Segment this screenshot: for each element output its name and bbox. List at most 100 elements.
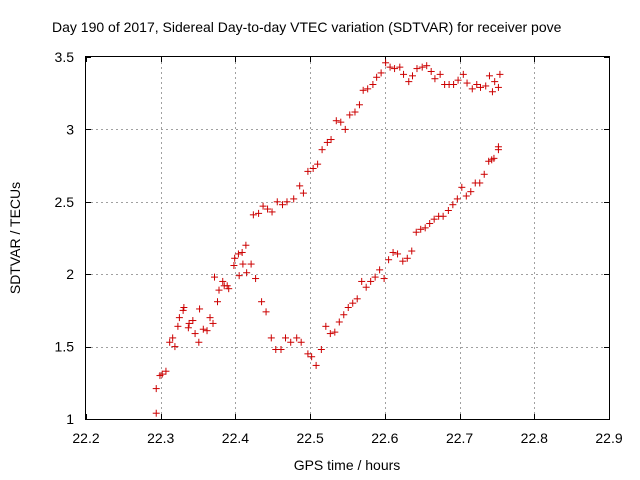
y-tick-label: 3	[66, 121, 74, 137]
data-point	[494, 83, 502, 91]
data-point	[299, 189, 307, 197]
data-point	[225, 285, 233, 293]
data-point	[431, 75, 439, 83]
data-point	[267, 334, 275, 342]
data-point	[331, 328, 339, 336]
data-point	[485, 72, 493, 80]
data-point	[494, 143, 502, 151]
data-point	[462, 192, 470, 200]
x-tick-label: 22.7	[446, 430, 473, 446]
data-point	[426, 220, 434, 228]
data-point	[290, 195, 298, 203]
data-point	[382, 59, 390, 67]
data-point	[203, 327, 211, 335]
data-point	[179, 306, 187, 314]
data-point	[450, 81, 458, 89]
data-point	[293, 334, 301, 342]
data-point	[458, 183, 466, 191]
data-point	[199, 325, 207, 333]
data-point	[323, 138, 331, 146]
x-tick-labels: 22.2 22.3 22.4 22.5 22.6 22.7 22.8 22.9	[72, 430, 622, 446]
data-point	[367, 277, 375, 285]
data-point	[262, 308, 270, 316]
data-point	[314, 160, 322, 168]
data-point	[413, 65, 421, 73]
y-tick-labels: 1 1.5 2 2.5 3 3.5	[55, 49, 75, 427]
data-point	[304, 167, 312, 175]
data-point	[391, 65, 399, 73]
data-point	[322, 322, 330, 330]
data-point	[317, 345, 325, 353]
plot-frame	[85, 56, 610, 420]
y-tick-label: 3.5	[55, 49, 75, 65]
data-point	[238, 248, 246, 256]
data-point	[327, 136, 335, 144]
data-point	[235, 272, 243, 280]
data-point	[340, 311, 348, 319]
data-point	[283, 198, 291, 206]
data-point	[243, 269, 251, 277]
data-point	[247, 260, 255, 268]
axis-ticks	[86, 57, 610, 420]
data-point	[344, 304, 352, 312]
data-point	[346, 111, 354, 119]
data-point	[166, 338, 174, 346]
data-point	[169, 334, 177, 342]
data-point	[252, 275, 260, 283]
data-point	[223, 282, 231, 290]
data-point	[231, 254, 239, 262]
data-point	[476, 83, 484, 91]
data-point	[230, 262, 238, 270]
data-point	[359, 86, 367, 94]
data-point	[459, 70, 467, 78]
y-axis-label: SDTVAR / TECUs	[7, 182, 23, 294]
data-point	[418, 63, 426, 71]
data-point	[215, 286, 223, 294]
x-tick-label: 22.2	[72, 430, 99, 446]
data-point	[490, 154, 498, 162]
data-point	[430, 215, 438, 223]
data-point	[373, 73, 381, 81]
data-point	[349, 299, 357, 307]
data-point	[239, 260, 247, 268]
data-point	[242, 241, 250, 249]
data-point	[408, 247, 416, 255]
data-point	[353, 295, 361, 303]
data-point	[337, 118, 345, 126]
data-point	[189, 317, 197, 325]
data-point	[488, 88, 496, 96]
data-point	[480, 170, 488, 178]
data-point	[184, 324, 192, 332]
data-point	[278, 201, 286, 209]
data-point	[421, 224, 429, 232]
data-point	[206, 314, 214, 322]
data-point	[158, 370, 166, 378]
data-point	[386, 63, 394, 71]
y-tick-label: 1	[66, 411, 74, 427]
data-point	[439, 212, 447, 220]
y-tick-label: 2.5	[55, 194, 75, 210]
y-tick-label: 1.5	[55, 339, 75, 355]
data-point	[209, 319, 217, 327]
data-point	[332, 117, 340, 125]
data-point	[412, 228, 420, 236]
data-point	[211, 273, 219, 281]
data-point	[491, 78, 499, 86]
data-point	[396, 63, 404, 71]
data-point	[351, 108, 359, 116]
y-tick-label: 2	[66, 266, 74, 282]
data-point	[249, 211, 257, 219]
data-point	[318, 146, 326, 154]
data-point	[304, 350, 312, 358]
data-point	[335, 318, 343, 326]
x-tick-label: 22.9	[595, 430, 622, 446]
data-point	[185, 319, 193, 327]
data-point	[427, 67, 435, 75]
data-point	[326, 330, 334, 338]
data-point	[400, 70, 408, 78]
data-point	[162, 367, 170, 375]
data-point	[219, 277, 227, 285]
data-point	[385, 256, 393, 264]
data-point	[358, 277, 366, 285]
data-point	[171, 343, 179, 351]
